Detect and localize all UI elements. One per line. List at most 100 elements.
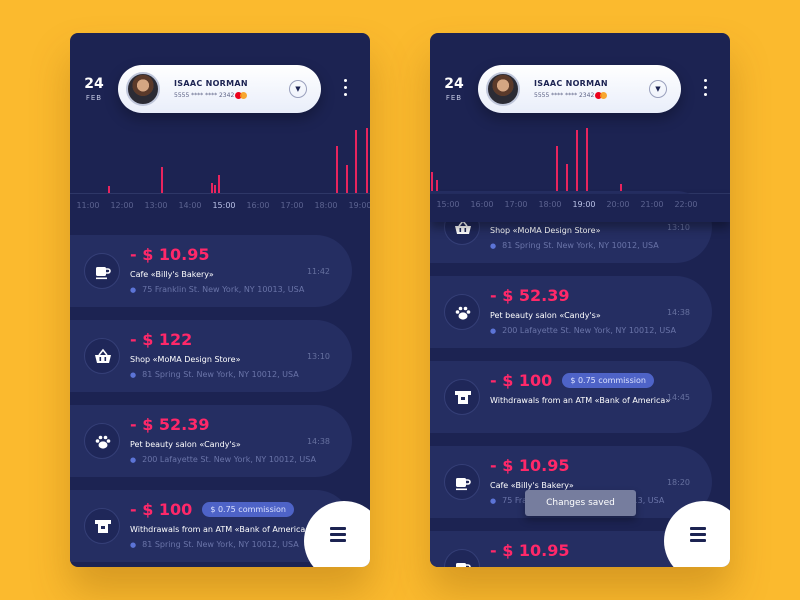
more-menu-icon[interactable] (704, 79, 708, 99)
chart-bar (108, 186, 110, 194)
timeline-tick[interactable]: 19:00 (348, 201, 370, 210)
timeline-tick[interactable]: 15:00 (436, 200, 460, 209)
timeline-tick[interactable]: 21:00 (640, 200, 664, 209)
chevron-down-icon[interactable]: ▼ (649, 80, 667, 98)
address-text: 200 Lafayette St. New York, NY 10012, US… (142, 455, 316, 464)
transaction-amount: - $ 10.95 (490, 541, 570, 560)
spending-chart (430, 125, 730, 194)
merchant-name: Pet beauty salon «Candy's» (490, 311, 601, 320)
chart-baseline (70, 193, 370, 194)
paw-icon (444, 294, 480, 330)
transaction-amount: - $ 10.95 (490, 456, 570, 475)
merchant-name: Cafe «Billy's Bakery» (490, 481, 574, 490)
date-month: FEB (85, 94, 103, 102)
chart-bar (346, 165, 348, 194)
atm-icon (84, 508, 120, 544)
chart-bar (576, 130, 578, 194)
phone-screen-left: 24 FEB ISAAC NORMAN 5555 **** **** 2342 … (70, 33, 370, 567)
merchant-address: ● 200 Lafayette St. New York, NY 10012, U… (130, 455, 316, 464)
chart-bar (556, 146, 558, 194)
account-selector[interactable]: ISAAC NORMAN 5555 **** **** 2342 ▼ (118, 65, 321, 113)
timeline-tick-active[interactable]: 15:00 (212, 201, 236, 210)
transaction-card[interactable]: - $ 52.39 Pet beauty salon «Candy's» ● 20… (70, 405, 352, 477)
avatar (486, 72, 520, 106)
cup-icon (444, 464, 480, 500)
transaction-amount: - $ 100 (130, 500, 193, 519)
location-pin-icon: ● (130, 286, 137, 294)
merchant-address: ● 200 Lafayette St. New York, NY 10012, U… (490, 326, 676, 335)
menu-button[interactable] (304, 501, 370, 567)
location-pin-icon: ● (130, 371, 137, 379)
address-text: 75 Franklin St. New York, NY 10013, USA (142, 285, 305, 294)
transaction-card[interactable]: - $ 10.95 Cafe «Billy's Bakery» ● 75 Fran… (70, 235, 352, 307)
paw-icon (84, 423, 120, 459)
location-pin-icon: ● (490, 497, 497, 505)
date-month: FEB (445, 94, 463, 102)
merchant-name: Shop «MoMA Design Store» (130, 355, 241, 364)
merchant-name: Shop «MoMA Design Store» (490, 226, 601, 235)
account-selector[interactable]: ISAAC NORMAN 5555 **** **** 2342 ▼ (478, 65, 681, 113)
chart-bar (566, 164, 568, 194)
chart-bar (431, 172, 433, 194)
more-menu-icon[interactable] (344, 79, 348, 99)
atm-icon (444, 379, 480, 415)
account-holder-name: ISAAC NORMAN (174, 79, 248, 88)
timeline-tick[interactable]: 14:00 (178, 201, 202, 210)
merchant-name: Withdrawals from an ATM «Bank of America… (490, 396, 671, 405)
chart-bar (161, 167, 163, 194)
menu-button[interactable] (664, 501, 730, 567)
timeline-tick-active[interactable]: 19:00 (572, 200, 596, 209)
cup-icon (84, 253, 120, 289)
location-pin-icon: ● (490, 327, 497, 335)
chart-bar (366, 128, 368, 194)
transaction-time: 13:10 (306, 352, 330, 361)
transaction-amount: - $ 122 (130, 330, 193, 349)
commission-badge: $ 0.75 commission (202, 502, 294, 517)
timeline-tick[interactable]: 12:00 (110, 201, 134, 210)
date-display: 24 FEB (444, 77, 464, 102)
timeline-axis[interactable]: 11:00 12:00 13:00 14:00 15:00 16:00 17:0… (70, 195, 370, 217)
timeline-axis[interactable]: 15:00 16:00 17:00 18:00 19:00 20:00 21:0… (430, 194, 730, 222)
chart-bar (218, 175, 220, 194)
hamburger-icon (690, 527, 706, 545)
chart-bar (214, 185, 216, 194)
transaction-time: 18:20 (666, 478, 690, 487)
location-pin-icon: ● (130, 541, 137, 549)
avatar (126, 72, 160, 106)
timeline-tick[interactable]: 16:00 (470, 200, 494, 209)
merchant-name: Pet beauty salon «Candy's» (130, 440, 241, 449)
account-holder-name: ISAAC NORMAN (534, 79, 608, 88)
phone-screen-right: 24 FEB ISAAC NORMAN 5555 **** **** 2342 … (430, 33, 730, 567)
mastercard-icon (595, 92, 607, 99)
transaction-card[interactable]: - $ 52.39 Pet beauty salon «Candy's» ● 20… (430, 276, 712, 348)
timeline-tick[interactable]: 17:00 (504, 200, 528, 209)
chevron-down-icon[interactable]: ▼ (289, 80, 307, 98)
transaction-card[interactable]: - $ 100 $ 0.75 commission Withdrawals fr… (70, 490, 352, 562)
location-pin-icon: ● (130, 456, 137, 464)
transaction-time: 14:38 (306, 437, 330, 446)
timeline-tick[interactable]: 22:00 (674, 200, 698, 209)
timeline-tick[interactable]: 18:00 (538, 200, 562, 209)
transaction-amount: - $ 52.39 (490, 286, 570, 305)
hamburger-icon (330, 527, 346, 545)
transaction-card[interactable]: - $ 100 $ 0.75 commission Withdrawals fr… (430, 361, 712, 433)
basket-icon (84, 338, 120, 374)
merchant-address: ● 81 Spring St. New York, NY 10012, USA (130, 540, 299, 549)
timeline-tick[interactable]: 16:00 (246, 201, 270, 210)
timeline-tick[interactable]: 13:00 (144, 201, 168, 210)
address-text: 81 Spring St. New York, NY 10012, USA (142, 370, 299, 379)
spending-chart (70, 125, 370, 194)
timeline-tick[interactable]: 17:00 (280, 201, 304, 210)
chart-bar (211, 183, 213, 194)
cup-icon (444, 549, 480, 567)
transaction-time: 14:38 (666, 308, 690, 317)
timeline-tick[interactable]: 20:00 (606, 200, 630, 209)
merchant-address: ● 81 Spring St. New York, NY 10012, USA (130, 370, 299, 379)
chart-bar (436, 180, 438, 194)
timeline-tick[interactable]: 11:00 (76, 201, 100, 210)
transaction-time: 13:10 (666, 223, 690, 232)
transaction-card[interactable]: - $ 122 Shop «MoMA Design Store» ● 81 Spr… (70, 320, 352, 392)
card-number: 5555 **** **** 2342 (174, 92, 235, 99)
timeline-tick[interactable]: 18:00 (314, 201, 338, 210)
transaction-amount: - $ 52.39 (130, 415, 210, 434)
